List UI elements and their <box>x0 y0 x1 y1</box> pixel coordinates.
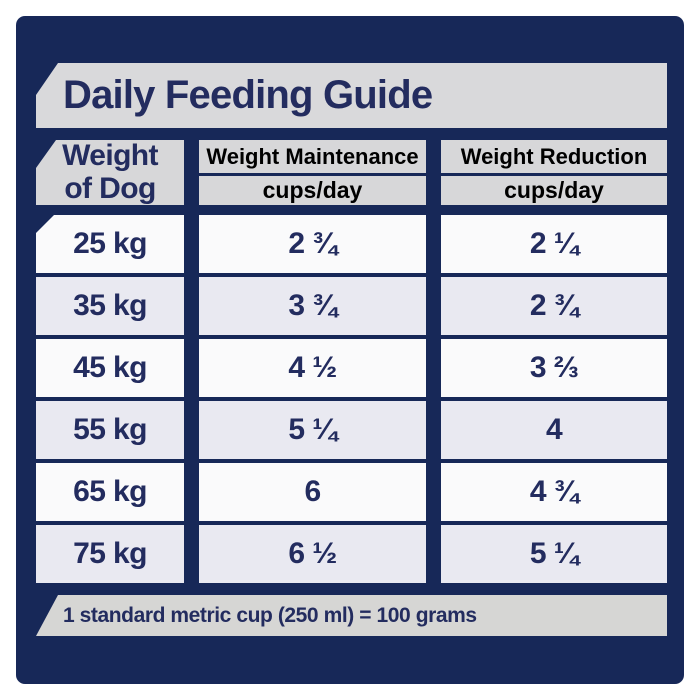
header-maintenance-unit: cups/day <box>262 177 363 203</box>
weight-cell: 25 kg <box>36 215 184 273</box>
title-bar: Daily Feeding Guide <box>36 63 667 128</box>
maintenance-cell: 4 ½ <box>199 339 426 397</box>
table-body: 25 kg 2 ¾ 2 ¼ 35 kg 3 ¾ 2 ¾ 45 kg 4 ½ 3 … <box>36 215 667 583</box>
maintenance-cell: 6 ½ <box>199 525 426 583</box>
footnote-bar: 1 standard metric cup (250 ml) = 100 gra… <box>36 595 667 636</box>
weight-cell: 35 kg <box>36 277 184 335</box>
reduction-cell: 4 ¾ <box>441 463 667 521</box>
page-title: Daily Feeding Guide <box>63 73 433 117</box>
header-weight-maintenance-label: Weight Maintenance <box>199 140 426 176</box>
header-weight-reduction-label: Weight Reduction <box>441 140 667 176</box>
footnote: 1 standard metric cup (250 ml) = 100 gra… <box>63 603 477 627</box>
weight-cell: 75 kg <box>36 525 184 583</box>
reduction-cell: 2 ¾ <box>441 277 667 335</box>
weight-cell: 45 kg <box>36 339 184 397</box>
header-weight-of-dog: Weight of Dog <box>36 140 184 205</box>
maintenance-cell: 2 ¾ <box>199 215 426 273</box>
reduction-cell: 4 <box>441 401 667 459</box>
header-weight-maintenance: Weight Maintenance cups/day <box>199 140 426 205</box>
header-reduction-unit: cups/day <box>504 177 604 203</box>
header-weight-of-dog-label: Weight of Dog <box>62 139 158 205</box>
reduction-cell: 5 ¼ <box>441 525 667 583</box>
reduction-cell: 2 ¼ <box>441 215 667 273</box>
weight-cell: 55 kg <box>36 401 184 459</box>
feeding-guide-panel: Daily Feeding Guide Weight of Dog Weight… <box>16 16 684 684</box>
reduction-cell: 3 ⅔ <box>441 339 667 397</box>
maintenance-cell: 3 ¾ <box>199 277 426 335</box>
header-weight-reduction: Weight Reduction cups/day <box>441 140 667 205</box>
maintenance-cell: 5 ¼ <box>199 401 426 459</box>
weight-cell: 65 kg <box>36 463 184 521</box>
maintenance-cell: 6 <box>199 463 426 521</box>
table-header: Weight of Dog Weight Maintenance cups/da… <box>36 140 667 205</box>
